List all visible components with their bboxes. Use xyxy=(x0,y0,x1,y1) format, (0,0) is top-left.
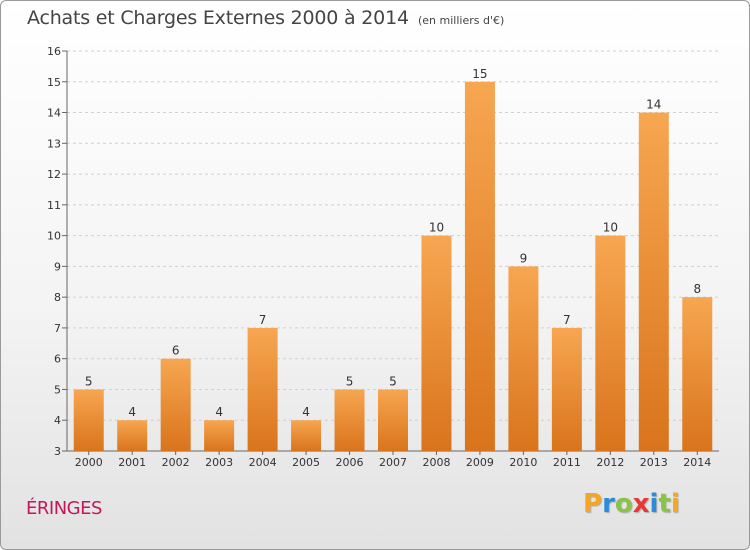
bar xyxy=(638,112,669,452)
value-label: 5 xyxy=(85,374,93,388)
y-tick-label: 9 xyxy=(54,260,61,273)
y-tick-label: 4 xyxy=(54,414,61,427)
value-label: 10 xyxy=(603,221,618,235)
y-tick-label: 12 xyxy=(47,168,61,181)
bar xyxy=(160,358,191,451)
bar xyxy=(595,235,626,451)
bars xyxy=(73,81,713,452)
x-tick-label: 2012 xyxy=(596,456,624,469)
value-label: 7 xyxy=(259,313,267,327)
bar xyxy=(204,420,235,451)
y-tick-label: 15 xyxy=(47,76,61,89)
commune-name: ÉRINGES xyxy=(26,498,102,519)
bar xyxy=(682,297,713,451)
value-label: 5 xyxy=(389,374,397,388)
bar xyxy=(421,235,452,451)
y-tick-label: 5 xyxy=(54,383,61,396)
bar xyxy=(464,81,495,452)
y-tick-label: 16 xyxy=(47,45,61,58)
value-label: 6 xyxy=(172,344,180,358)
logo-letter: x xyxy=(632,489,650,519)
logo-letter: P xyxy=(583,489,603,519)
chart-subtitle: (en milliers d'€) xyxy=(418,14,505,27)
proxiti-logo: Proxiti xyxy=(583,489,680,519)
y-tick-label: 7 xyxy=(54,322,61,335)
y-tick-label: 6 xyxy=(54,353,61,366)
x-tick-label: 2011 xyxy=(553,456,581,469)
x-tick-label: 2001 xyxy=(118,456,146,469)
value-label: 5 xyxy=(346,374,354,388)
bar xyxy=(378,389,408,451)
y-tick-label: 8 xyxy=(54,291,61,304)
value-label: 4 xyxy=(215,405,223,419)
y-tick-label: 11 xyxy=(47,199,61,212)
value-label: 8 xyxy=(693,282,701,296)
x-tick-label: 2009 xyxy=(466,456,494,469)
y-tick-label: 13 xyxy=(47,137,61,150)
x-tick-label: 2005 xyxy=(292,456,320,469)
y-tick-label: 10 xyxy=(47,230,61,243)
value-label: 7 xyxy=(563,313,571,327)
bar xyxy=(334,389,365,451)
x-tick-label: 2004 xyxy=(249,456,277,469)
bar xyxy=(291,420,322,451)
logo-letter: t xyxy=(658,489,671,519)
x-tick-label: 2010 xyxy=(509,456,537,469)
value-label: 4 xyxy=(302,405,310,419)
x-tick-label: 2013 xyxy=(640,456,668,469)
logo-letter: o xyxy=(614,489,633,519)
value-labels: 5 4 6 4 7 4 5 5 10 15 9 7 10 14 8 xyxy=(85,67,701,419)
x-tick-label: 2007 xyxy=(379,456,407,469)
value-label: 9 xyxy=(520,251,528,265)
value-label: 14 xyxy=(646,98,661,112)
bar xyxy=(247,327,278,451)
x-tick-label: 2003 xyxy=(205,456,233,469)
bar xyxy=(73,389,104,451)
value-label: 4 xyxy=(128,405,136,419)
y-tick-label: 3 xyxy=(54,445,61,458)
value-label: 10 xyxy=(429,221,444,235)
bar xyxy=(508,266,539,451)
bar xyxy=(551,327,582,451)
x-tick-label: 2000 xyxy=(75,456,103,469)
y-tick-label: 14 xyxy=(47,107,61,120)
x-tick-label: 2006 xyxy=(336,456,364,469)
logo-letter: i xyxy=(649,489,659,519)
x-tick-label: 2014 xyxy=(683,456,711,469)
chart-title: Achats et Charges Externes 2000 à 2014 xyxy=(27,7,409,29)
logo-letter: i xyxy=(670,489,680,519)
value-label: 15 xyxy=(472,67,487,81)
bar xyxy=(117,420,148,451)
logo-letter: r xyxy=(602,489,615,519)
x-tick-label: 2002 xyxy=(162,456,190,469)
x-tick-label: 2008 xyxy=(422,456,450,469)
